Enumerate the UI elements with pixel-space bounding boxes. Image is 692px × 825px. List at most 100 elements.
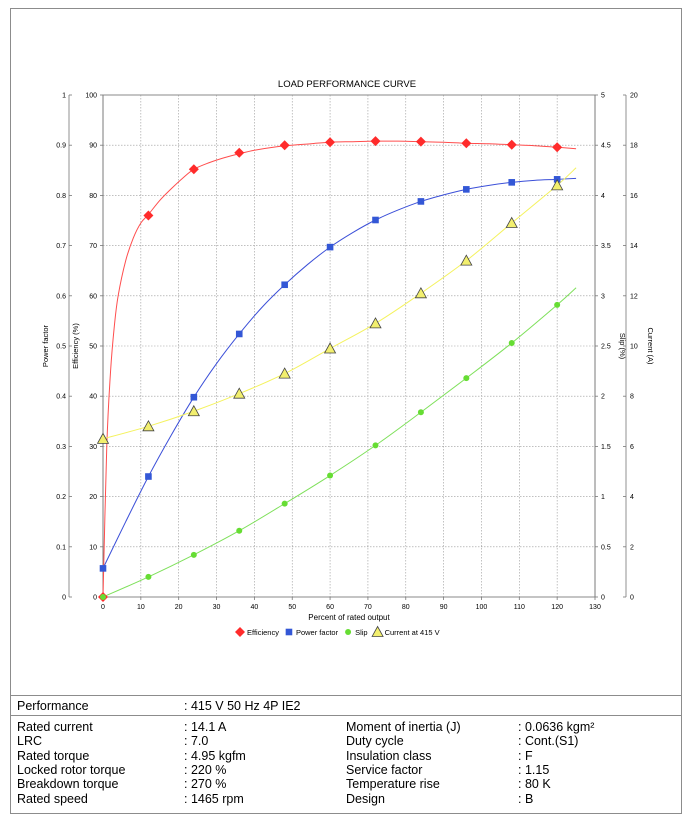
x-tick-label: 20: [175, 604, 183, 611]
slip-point: [372, 442, 379, 449]
efficiency-point: [370, 136, 381, 147]
slip-tick-label: 2: [601, 394, 605, 401]
spec-label: Locked rotor torque: [17, 762, 126, 777]
spec-value: : B: [518, 791, 534, 806]
efficiency-line: [102, 140, 577, 598]
current-tick-label: 0: [630, 595, 634, 602]
x-tick-label: 0: [101, 604, 105, 611]
x-tick-label: 100: [476, 604, 488, 611]
slip-tick-label: 4: [601, 193, 605, 200]
current-at-415-v-point: [550, 179, 564, 191]
grid: [103, 95, 595, 597]
slip-point: [100, 594, 106, 600]
slip-tick-label: 1: [601, 494, 605, 501]
efficiency-point: [552, 142, 563, 153]
slip-tick-label: 4.5: [601, 143, 611, 150]
slip-point: [554, 301, 561, 308]
current-at-415-v-point: [96, 432, 110, 444]
current-tick-label: 18: [630, 143, 638, 150]
efficiency-axis-title: Efficiency (%): [71, 323, 80, 369]
efficiency-tick-label: 80: [89, 193, 97, 200]
slip-point: [463, 375, 470, 382]
spec-value: : 14.1 A: [184, 720, 227, 734]
legend-efficiency-label: Efficiency: [247, 628, 279, 637]
load-performance-chart: LOAD PERFORMANCE CURVE 0 10 20 30 40 50 60 70 80…: [41, 79, 655, 637]
power_factor-tick-label: 0.9: [56, 143, 66, 150]
spec-value: : 220 %: [184, 762, 227, 777]
spec-label: Rated current: [17, 720, 93, 734]
spec-value: : 7.0: [184, 734, 209, 749]
legend: Efficiency Power factor Slip Current at 415…: [235, 625, 440, 637]
slip-axis-title: Slip (%): [618, 333, 627, 360]
current-tick-label: 12: [630, 293, 638, 300]
slip-tick-label: 0.5: [601, 544, 611, 551]
power_factor-tick-label: 0.4: [56, 394, 66, 401]
power-factor-line: [102, 177, 577, 569]
x-tick-label: 40: [250, 604, 258, 611]
spec-value: : 270 %: [184, 777, 227, 792]
power-factor-point: [326, 243, 334, 251]
power-factor-point: [235, 330, 243, 338]
legend-power-factor-icon: [285, 628, 293, 636]
efficiency-tick-label: 50: [89, 344, 97, 351]
performance-label: Performance: [17, 699, 89, 713]
efficiency-tick-label: 20: [89, 494, 97, 501]
x-tick-label: 50: [288, 604, 296, 611]
power-factor-point: [190, 393, 198, 401]
efficiency-tick-label: 0: [93, 595, 97, 602]
power-factor-point: [99, 565, 107, 572]
spec-label: LRC: [17, 734, 43, 749]
efficiency-tick-label: 60: [89, 293, 97, 300]
spec-value: : 0.0636 kgm²: [518, 720, 595, 734]
x-tick-label: 90: [440, 604, 448, 611]
current-tick-label: 2: [630, 544, 634, 551]
spec-label: Rated speed: [17, 791, 88, 806]
efficiency-point: [415, 136, 426, 147]
x-tick-label: 70: [364, 604, 372, 611]
spec-label: Insulation class: [346, 748, 432, 763]
slip-point: [508, 339, 515, 346]
legend-power-factor-label: Power factor: [296, 628, 339, 637]
power_factor-tick-label: 0.1: [56, 544, 66, 551]
legend-slip-label: Slip: [355, 628, 368, 637]
x-tick-label: 110: [514, 604, 525, 611]
current-tick-label: 6: [630, 444, 634, 451]
slip-tick-label: 0: [601, 595, 605, 602]
power-factor-point: [281, 281, 288, 289]
spec-table: Performance : 415 V 50 Hz 4P IE2 Rated c…: [10, 695, 682, 814]
efficiency-point: [188, 164, 199, 175]
x-tick-label: 60: [326, 604, 334, 611]
current-at-415-v-point: [414, 286, 428, 299]
current-tick-label: 16: [630, 193, 638, 200]
current-at-415-v-point: [460, 254, 473, 266]
spec-value: : 80 K: [518, 777, 551, 792]
power-factor-point: [417, 198, 425, 205]
performance-value: : 415 V 50 Hz 4P IE2: [184, 699, 301, 713]
slip-tick-label: 5: [601, 93, 605, 100]
current-tick-label: 10: [630, 344, 638, 351]
efficiency-point: [506, 139, 517, 150]
power_factor-tick-label: 0.6: [56, 293, 66, 300]
power_factor-tick-label: 0: [62, 595, 66, 602]
slip-line: [102, 287, 577, 598]
power_factor-tick-label: 0.8: [56, 193, 66, 200]
spec-label: Duty cycle: [346, 734, 404, 749]
efficiency-tick-label: 10: [89, 544, 97, 551]
slip-point: [236, 527, 243, 534]
x-tick-label: 10: [137, 604, 145, 611]
x-tick-label: 120: [551, 604, 563, 611]
spec-label: Service factor: [346, 762, 423, 777]
x-axis-label: Percent of rated output: [308, 613, 390, 622]
efficiency-point: [234, 147, 245, 158]
efficiency-point: [279, 140, 290, 151]
power-factor-point: [508, 179, 516, 186]
slip-point: [417, 409, 424, 416]
current-tick-label: 14: [630, 243, 638, 250]
slip-point: [281, 500, 288, 507]
spec-value: : 1465 rpm: [184, 791, 244, 806]
efficiency-tick-label: 30: [89, 444, 97, 451]
spec-label: Design: [346, 791, 385, 806]
chart-title: LOAD PERFORMANCE CURVE: [278, 79, 416, 90]
power_factor-tick-label: 0.3: [56, 444, 66, 451]
legend-current-at-415-v-label: Current at 415 V: [385, 628, 440, 637]
